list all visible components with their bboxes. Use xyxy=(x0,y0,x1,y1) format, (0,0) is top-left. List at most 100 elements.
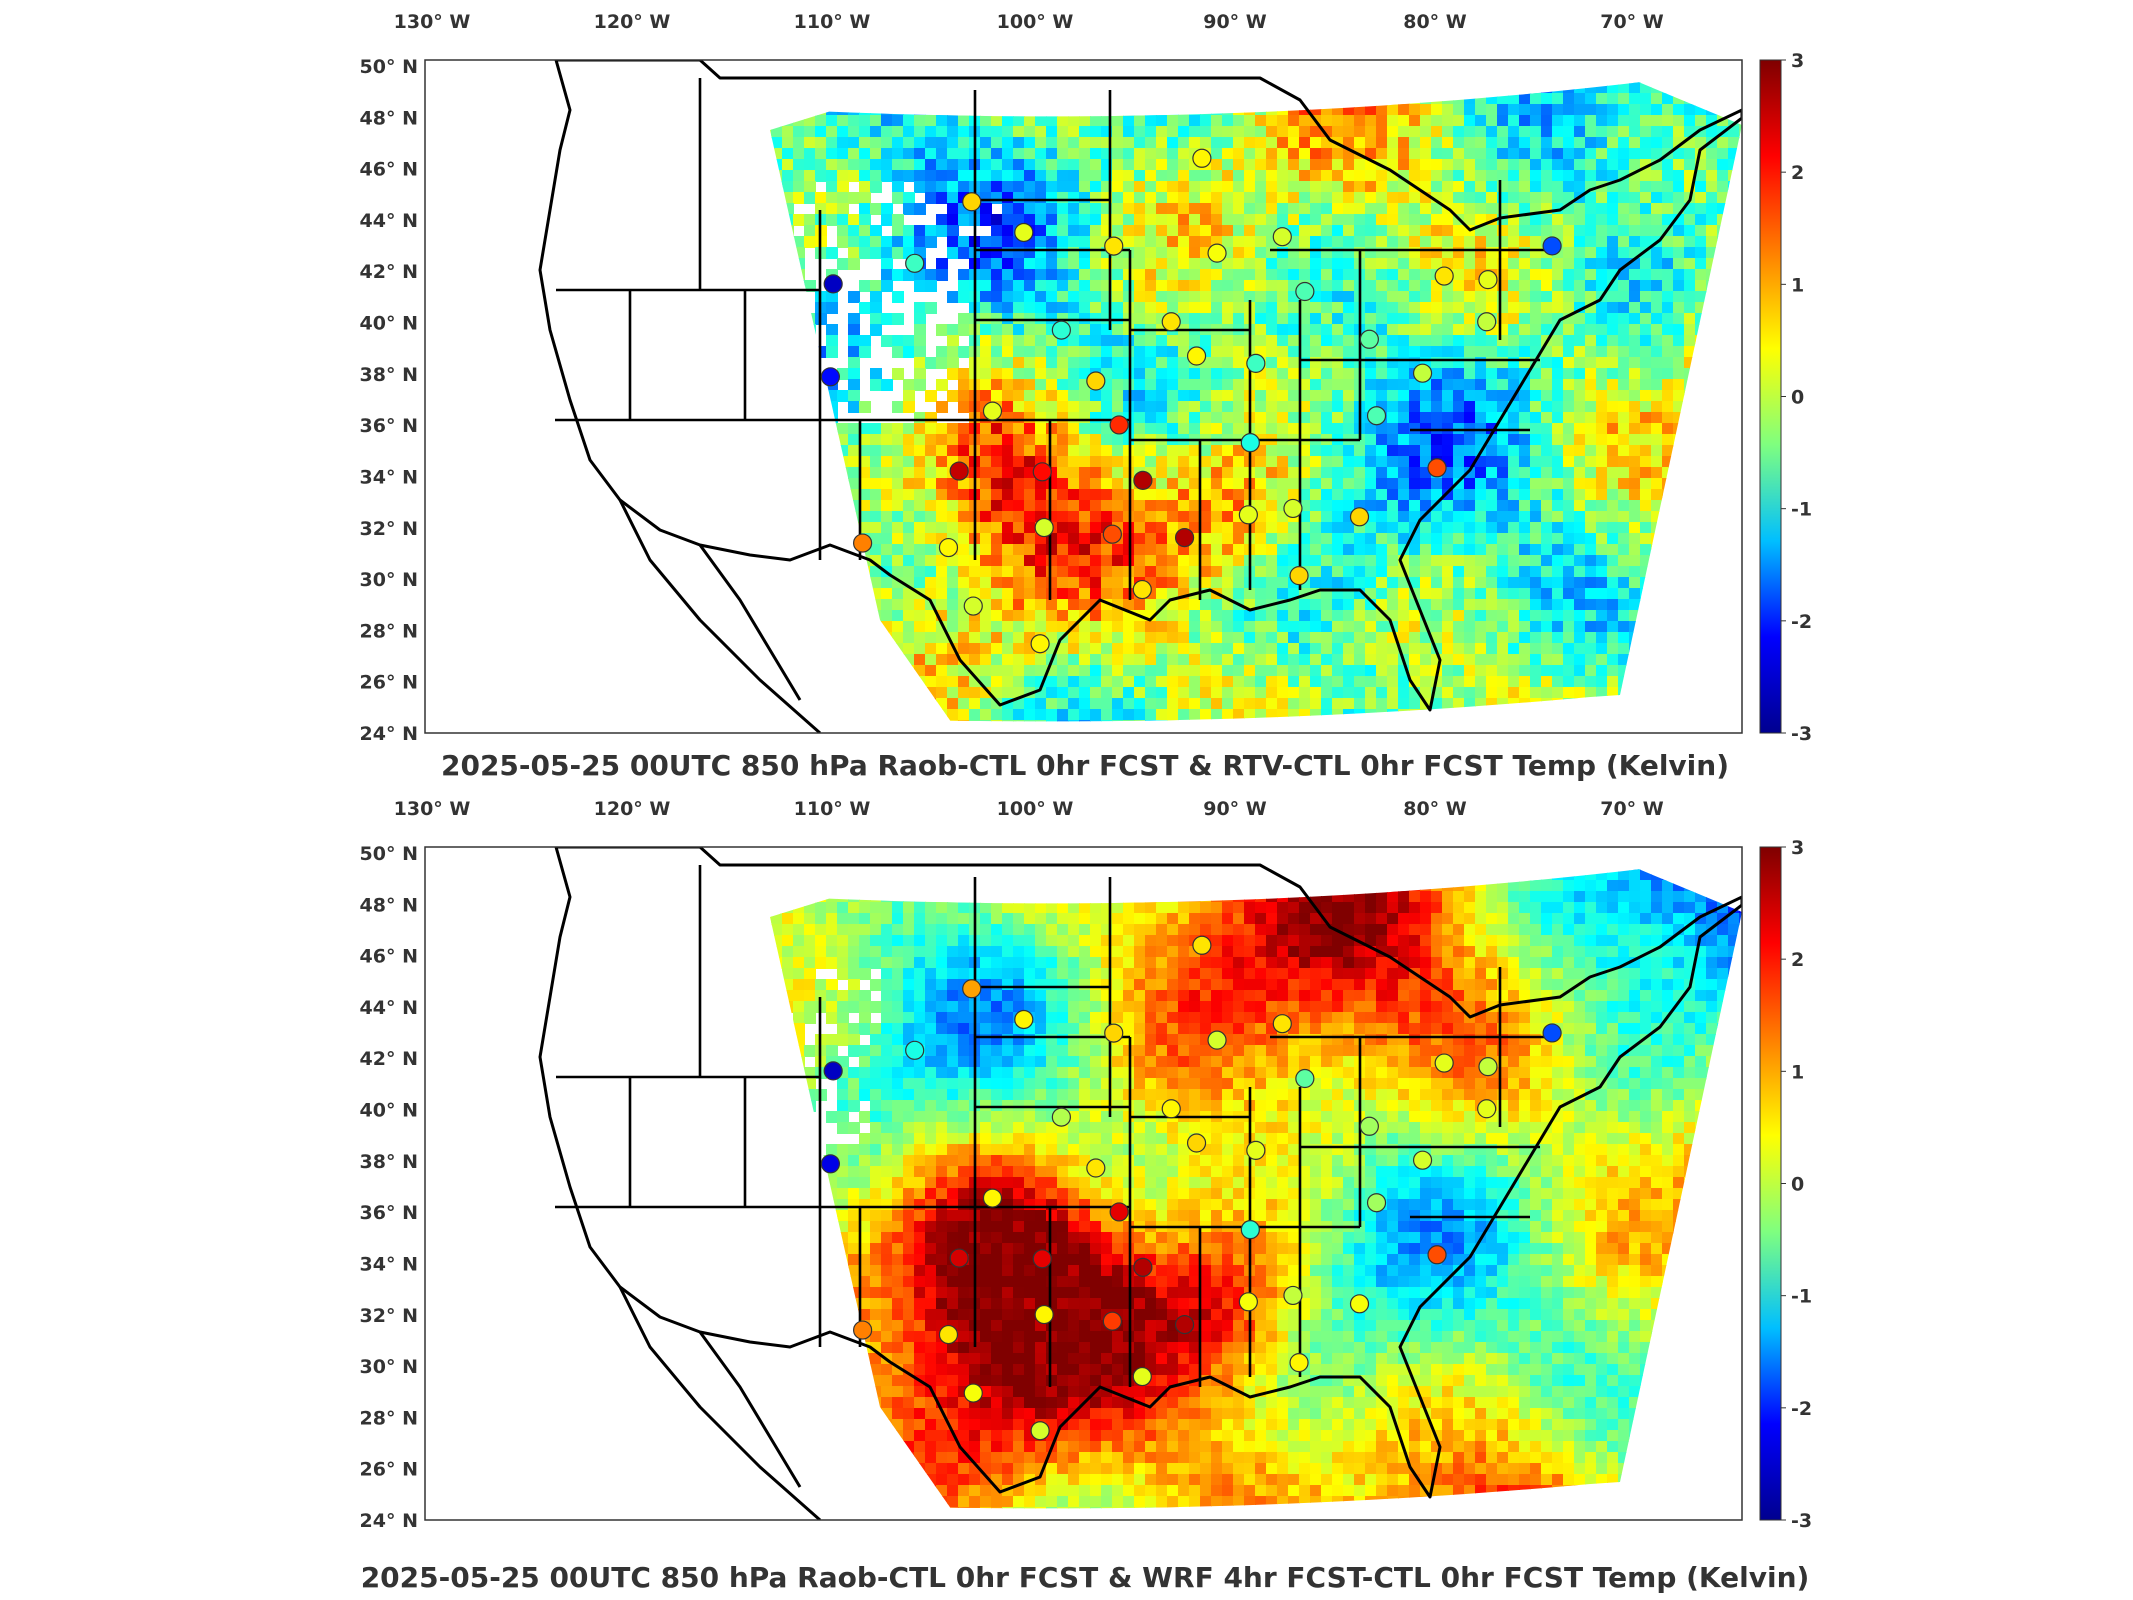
raob-station-marker[interactable] xyxy=(823,1061,843,1081)
raob-station-marker[interactable] xyxy=(1295,281,1315,302)
raob-station-marker[interactable] xyxy=(1412,1150,1433,1170)
raob-station-marker[interactable] xyxy=(1427,458,1447,478)
lat-tick-label: 38° N xyxy=(360,1151,418,1173)
raob-station-marker[interactable] xyxy=(1434,266,1454,286)
raob-station-marker[interactable] xyxy=(1289,566,1309,586)
raob-station-marker[interactable] xyxy=(938,1324,959,1345)
lat-tick-label: 46° N xyxy=(360,159,418,181)
raob-station-marker[interactable] xyxy=(1289,1353,1309,1373)
raob-station-marker[interactable] xyxy=(1478,1057,1498,1077)
raob-station-marker[interactable] xyxy=(1186,1133,1207,1153)
map-frame xyxy=(424,59,1743,734)
raob-station-marker[interactable] xyxy=(853,1320,873,1340)
raob-station-marker[interactable] xyxy=(1238,505,1258,525)
raob-station-marker[interactable] xyxy=(1104,1023,1124,1043)
raob-station-marker[interactable] xyxy=(823,274,843,294)
raob-station-marker[interactable] xyxy=(1207,243,1227,263)
raob-station-marker[interactable] xyxy=(1366,1193,1387,1213)
raob-station-marker[interactable] xyxy=(1086,1158,1106,1178)
raob-station-marker[interactable] xyxy=(1246,1140,1266,1160)
raob-station-marker[interactable] xyxy=(963,1383,983,1403)
raob-station-marker[interactable] xyxy=(1034,517,1054,538)
raob-station-marker[interactable] xyxy=(1207,1030,1227,1050)
raob-station-marker[interactable] xyxy=(1186,346,1207,366)
lon-tick-label: 100° W xyxy=(997,798,1074,820)
lat-tick-label: 40° N xyxy=(360,1100,418,1122)
raob-station-marker[interactable] xyxy=(1174,527,1195,548)
raob-station-marker[interactable] xyxy=(1366,406,1387,426)
panel-title: 2025-05-25 00UTC 850 hPa Raob-CTL 0hr FC… xyxy=(361,1561,1810,1594)
raob-station-marker[interactable] xyxy=(853,533,873,553)
raob-station-marker[interactable] xyxy=(1109,415,1129,435)
raob-station-marker[interactable] xyxy=(1102,1311,1122,1331)
raob-station-marker[interactable] xyxy=(1109,1202,1129,1222)
raob-station-marker[interactable] xyxy=(1359,329,1379,349)
raob-station-marker[interactable] xyxy=(1349,1294,1370,1314)
raob-station-marker[interactable] xyxy=(820,1154,841,1174)
raob-station-marker[interactable] xyxy=(1161,312,1181,332)
lat-tick-label: 40° N xyxy=(360,313,418,335)
raob-station-marker[interactable] xyxy=(1104,236,1124,256)
raob-station-marker[interactable] xyxy=(963,596,983,616)
raob-station-marker[interactable] xyxy=(1192,935,1212,955)
raob-station-marker[interactable] xyxy=(1051,320,1071,340)
colorbar-tick-label: -3 xyxy=(1791,1510,1812,1532)
lat-tick-label: 42° N xyxy=(360,261,418,283)
raob-station-marker[interactable] xyxy=(1295,1068,1315,1089)
raob-station-marker[interactable] xyxy=(1102,524,1122,544)
raob-station-marker[interactable] xyxy=(1349,507,1370,527)
raob-station-marker[interactable] xyxy=(1240,433,1260,453)
raob-station-marker[interactable] xyxy=(1412,363,1433,383)
raob-station-marker[interactable] xyxy=(962,192,982,212)
raob-station-marker[interactable] xyxy=(1051,1107,1071,1127)
lat-tick-label: 46° N xyxy=(360,946,418,968)
raob-station-marker[interactable] xyxy=(1246,353,1266,373)
raob-station-marker[interactable] xyxy=(1133,1257,1153,1277)
raob-station-marker[interactable] xyxy=(1192,148,1212,168)
raob-station-marker[interactable] xyxy=(1034,1304,1054,1325)
raob-station-marker[interactable] xyxy=(1542,236,1562,256)
raob-station-marker[interactable] xyxy=(1032,462,1052,482)
raob-station-marker[interactable] xyxy=(1132,1366,1152,1387)
lon-tick-label: 80° W xyxy=(1403,798,1467,820)
panel-title: 2025-05-25 00UTC 850 hPa Raob-CTL 0hr FC… xyxy=(441,749,1729,782)
colorbar-tick-label: -3 xyxy=(1791,723,1812,745)
raob-station-marker[interactable] xyxy=(1272,227,1292,247)
raob-station-marker[interactable] xyxy=(1478,270,1498,290)
raob-station-marker[interactable] xyxy=(1086,371,1106,391)
raob-station-marker[interactable] xyxy=(1240,1220,1260,1240)
raob-station-marker[interactable] xyxy=(1542,1023,1562,1043)
raob-station-marker[interactable] xyxy=(1132,579,1152,600)
raob-station-marker[interactable] xyxy=(1283,498,1303,519)
raob-station-marker[interactable] xyxy=(1014,222,1034,243)
raob-station-marker[interactable] xyxy=(1014,1009,1034,1030)
colorbar-tick-label: 1 xyxy=(1791,274,1804,296)
raob-station-marker[interactable] xyxy=(905,253,925,273)
raob-station-marker[interactable] xyxy=(982,401,1003,421)
raob-station-marker[interactable] xyxy=(820,367,841,387)
us-outline xyxy=(538,847,1742,1499)
raob-station-marker[interactable] xyxy=(1161,1099,1181,1119)
lat-tick-label: 48° N xyxy=(360,894,418,916)
raob-station-marker[interactable] xyxy=(962,979,982,999)
colorbar-tick-label: 2 xyxy=(1791,949,1804,971)
raob-station-marker[interactable] xyxy=(949,1248,969,1268)
raob-station-marker[interactable] xyxy=(1272,1014,1292,1034)
raob-station-marker[interactable] xyxy=(1133,470,1153,490)
lat-tick-label: 34° N xyxy=(360,466,418,488)
raob-station-marker[interactable] xyxy=(1427,1245,1447,1265)
raob-station-marker[interactable] xyxy=(949,461,969,481)
raob-station-marker[interactable] xyxy=(905,1040,925,1060)
raob-station-marker[interactable] xyxy=(1174,1314,1195,1335)
raob-station-marker[interactable] xyxy=(1359,1116,1379,1136)
raob-station-marker[interactable] xyxy=(938,537,959,558)
raob-station-marker[interactable] xyxy=(1283,1285,1303,1306)
raob-station-marker[interactable] xyxy=(1032,1249,1052,1269)
raob-station-marker[interactable] xyxy=(1030,634,1050,654)
raob-station-marker[interactable] xyxy=(1477,312,1497,332)
raob-station-marker[interactable] xyxy=(982,1188,1003,1208)
raob-station-marker[interactable] xyxy=(1030,1421,1050,1441)
raob-station-marker[interactable] xyxy=(1434,1053,1454,1073)
raob-station-marker[interactable] xyxy=(1477,1099,1497,1119)
raob-station-marker[interactable] xyxy=(1238,1292,1258,1312)
